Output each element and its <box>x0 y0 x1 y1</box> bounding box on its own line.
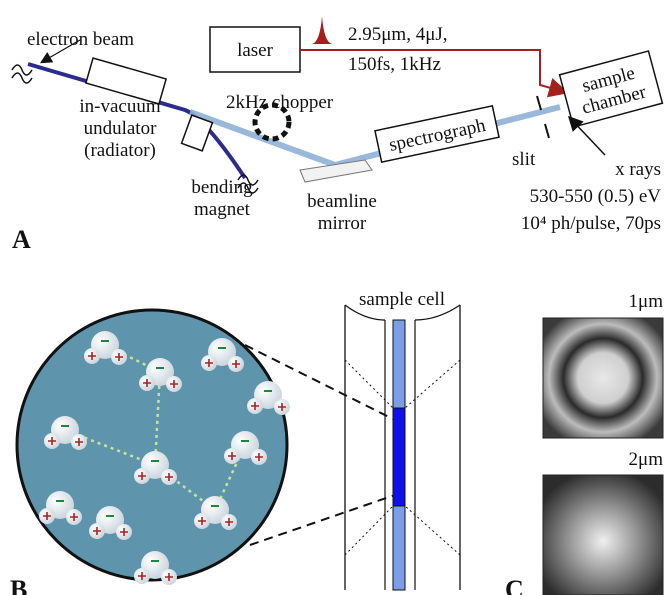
image-1um <box>543 318 663 438</box>
label: 1μm <box>629 291 664 312</box>
label: electron beam <box>27 29 134 50</box>
label: (radiator) <box>84 140 156 161</box>
label: bending <box>191 177 253 198</box>
panel-c: 1μm 2μm C <box>505 291 663 595</box>
label: 2μm <box>629 449 664 470</box>
panel-label: A <box>12 225 31 254</box>
panel-b: sample cell B <box>10 289 460 595</box>
label: in-vacuum <box>79 96 160 117</box>
figure: electron beam laser 2.95μm, 4μJ, 150fs, … <box>0 0 670 595</box>
label: 530-550 (0.5) eV <box>530 186 662 207</box>
label: 2kHz chopper <box>226 92 334 113</box>
label: x rays <box>615 159 661 180</box>
label: magnet <box>194 199 251 220</box>
label: undulator <box>84 118 157 139</box>
panel-label: C <box>505 575 524 595</box>
label: mirror <box>318 213 367 234</box>
label: sample cell <box>359 289 445 310</box>
label: 2.95μm, 4μJ, <box>348 24 448 45</box>
label: 150fs, 1kHz <box>348 54 441 75</box>
label: laser <box>237 40 274 61</box>
image-2um <box>543 475 663 595</box>
panel-label: B <box>10 575 27 595</box>
label: beamline <box>307 191 377 212</box>
label: 10⁴ ph/pulse, 70ps <box>521 213 661 234</box>
panel-a: electron beam laser 2.95μm, 4μJ, 150fs, … <box>12 16 662 254</box>
label: slit <box>512 149 536 170</box>
